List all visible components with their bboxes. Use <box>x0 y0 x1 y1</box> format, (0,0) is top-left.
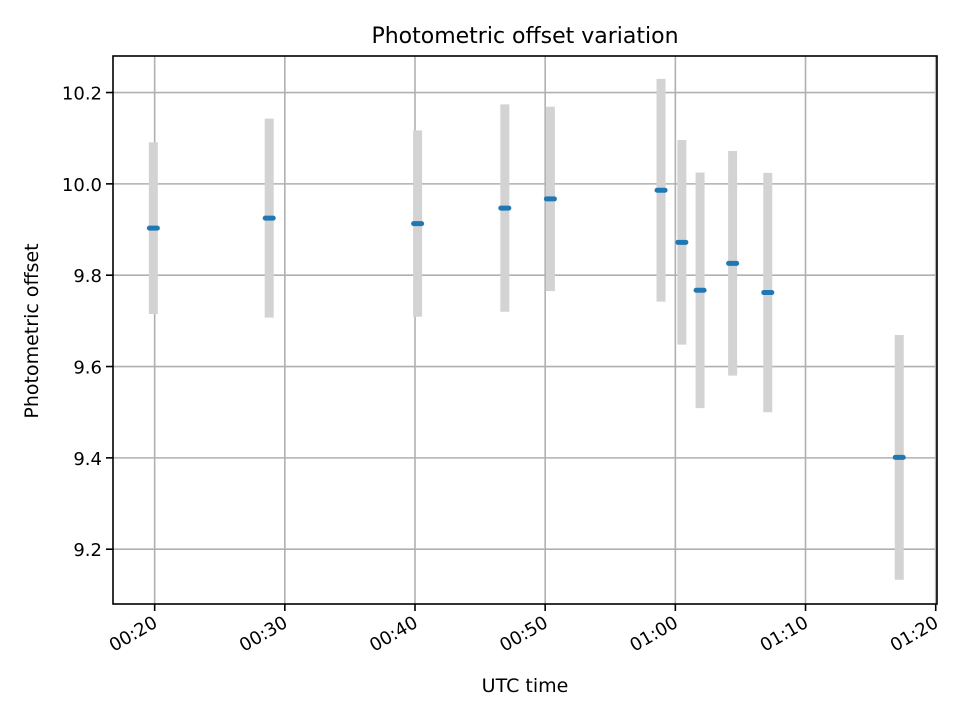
chart-title: Photometric offset variation <box>371 24 678 49</box>
y-tick-label: 9.4 <box>73 449 102 470</box>
y-tick-label: 9.6 <box>73 358 102 379</box>
y-axis-label: Photometric offset <box>21 243 43 418</box>
y-tick-label: 10.0 <box>62 175 102 196</box>
x-axis-label: UTC time <box>482 675 569 697</box>
axes-frame <box>112 55 938 605</box>
y-tick-label: 9.8 <box>73 266 102 287</box>
y-tick-label: 10.2 <box>62 84 102 105</box>
y-tick-label: 9.2 <box>73 540 102 561</box>
